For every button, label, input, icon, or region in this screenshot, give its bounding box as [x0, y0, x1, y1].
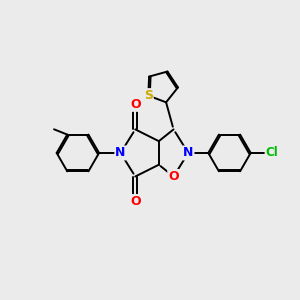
- Text: O: O: [130, 195, 141, 208]
- Text: O: O: [168, 170, 179, 183]
- Text: N: N: [116, 146, 126, 159]
- Text: O: O: [130, 98, 141, 111]
- Text: Cl: Cl: [266, 146, 279, 159]
- Text: S: S: [144, 89, 153, 102]
- Text: N: N: [183, 146, 194, 159]
